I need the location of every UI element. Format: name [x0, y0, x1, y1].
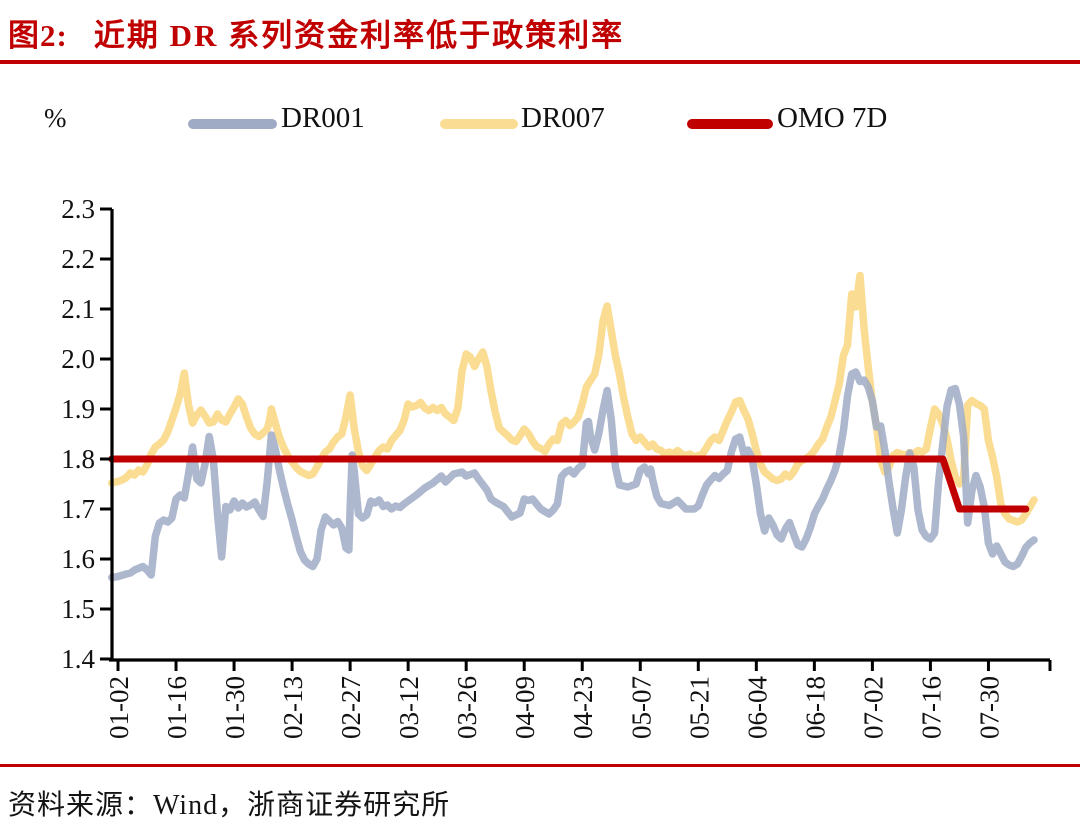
x-tick-label: 02-27 — [336, 676, 366, 739]
y-tick-label: 1.4 — [61, 644, 95, 674]
y-axis-unit-label: % — [44, 103, 67, 133]
series-line-dr001 — [108, 368, 1038, 582]
x-tick-label: 05-21 — [684, 676, 714, 739]
y-tick-label: 1.8 — [61, 444, 95, 474]
y-tick-label: 2.1 — [61, 294, 95, 324]
legend-label-dr001: DR001 — [281, 102, 365, 134]
y-tick-label: 2.0 — [61, 344, 95, 374]
x-tick-label: 01-16 — [162, 676, 192, 739]
x-tick-label: 01-30 — [220, 676, 250, 739]
legend-label-omo7d: OMO 7D — [777, 102, 888, 134]
legend-swatch-dr001 — [188, 119, 277, 129]
x-tick-label: 06-18 — [800, 676, 830, 739]
x-tick-label: 04-23 — [568, 676, 598, 739]
footer-divider-line — [0, 764, 1080, 767]
series-line-dr007 — [108, 271, 1038, 526]
x-tick-label: 07-16 — [916, 676, 946, 739]
x-tick-label: 01-02 — [104, 676, 134, 739]
y-tick-label: 1.6 — [61, 544, 95, 574]
x-tick-label: 03-12 — [394, 676, 424, 739]
y-tick-label: 1.5 — [61, 594, 95, 624]
y-tick-label: 2.3 — [61, 194, 95, 224]
x-tick-label: 02-13 — [278, 676, 308, 739]
figure-title-text: 近期 DR 系列资金利率低于政策利率 — [93, 18, 625, 53]
x-tick-label: 07-30 — [974, 676, 1004, 739]
x-tick-label: 07-02 — [858, 676, 888, 739]
y-tick-label: 2.2 — [61, 244, 95, 274]
y-tick-label: 1.9 — [61, 394, 95, 424]
legend-swatch-omo7d — [687, 119, 773, 129]
x-tick-label: 06-04 — [742, 676, 772, 739]
x-tick-label: 03-26 — [452, 676, 482, 739]
x-tick-label: 05-07 — [626, 676, 656, 739]
legend-swatch-dr007 — [440, 119, 518, 129]
source-note: 资料来源：Wind，浙商证券研究所 — [8, 790, 451, 821]
figure-title: 图2: 近期 DR 系列资金利率低于政策利率 — [8, 10, 624, 55]
legend-label-dr007: DR007 — [521, 102, 605, 134]
x-tick-label: 04-09 — [510, 676, 540, 739]
title-divider-line — [0, 60, 1080, 64]
series-line-omo7d — [108, 455, 1030, 513]
figure-number: 图2: — [8, 18, 68, 53]
y-tick-label: 1.7 — [61, 494, 95, 524]
